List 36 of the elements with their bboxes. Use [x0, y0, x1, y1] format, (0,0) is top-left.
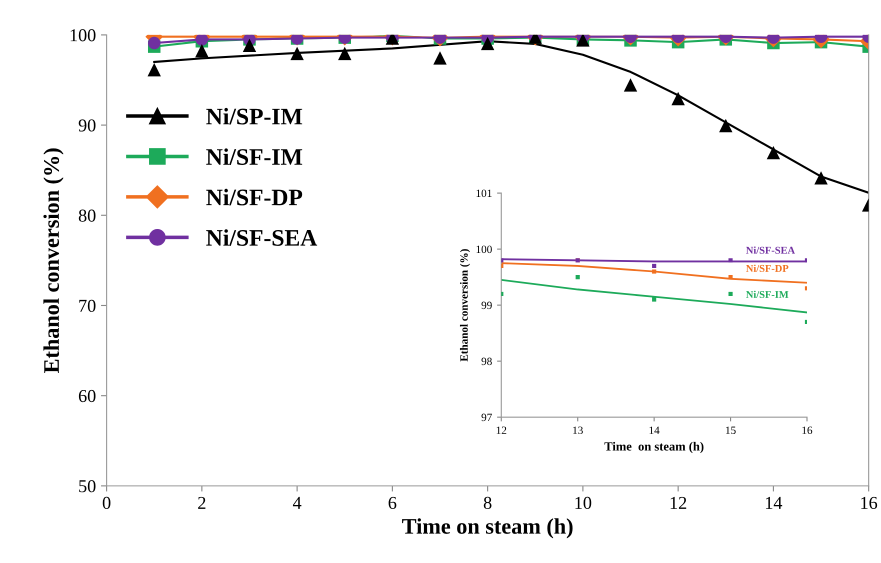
series-label: Ni/SF-DP: [746, 264, 788, 272]
y-tick-label: 100: [70, 29, 96, 42]
x-tick-label: 14: [766, 496, 782, 509]
y-tick-label: 97: [482, 414, 492, 422]
series-label: Ni/SF-SEA: [746, 246, 795, 254]
y-tick-label: 90: [78, 119, 96, 132]
series-label: Ni/SF-IM: [746, 290, 788, 298]
x-tick-label: 2: [198, 496, 206, 509]
legend-label: Ni/SF-IM: [206, 148, 302, 165]
x-tick-label: 12: [496, 426, 506, 434]
x-tick-label: 10: [575, 496, 592, 509]
x-tick-label: 14: [650, 426, 660, 434]
x-tick-label: 12: [670, 496, 686, 509]
y-tick-label: 98: [482, 358, 492, 366]
y-tick-label: 60: [78, 390, 96, 402]
legend-label: Ni/SF-DP: [206, 188, 302, 206]
x-tick-label: 16: [861, 496, 878, 509]
legend-label: Ni/SP-IM: [206, 108, 302, 125]
y-tick-label: 100: [476, 246, 492, 254]
x-tick-label: 6: [388, 496, 396, 509]
x-tick-label: 15: [726, 426, 736, 434]
x-tick-label: 0: [102, 496, 110, 509]
y-tick-label: 99: [482, 302, 492, 310]
y-tick-label: 80: [78, 210, 96, 222]
y-axis-title: Ethanol conversion (%): [460, 249, 470, 362]
x-tick-label: 4: [292, 496, 302, 509]
x-axis-title: Time on steam (h): [402, 518, 573, 538]
y-tick-label: 50: [79, 480, 96, 492]
x-tick-label: 8: [484, 496, 492, 509]
y-tick-label: 101: [476, 190, 492, 198]
y-tick-label: 70: [79, 300, 96, 312]
x-axis-title: Time on steam (h): [604, 442, 704, 454]
x-tick-label: 13: [573, 426, 583, 434]
x-tick-label: 16: [802, 426, 812, 434]
y-axis-title: Ethanol conversion (%): [43, 148, 64, 373]
legend-label: Ni/SF-SEA: [206, 229, 318, 246]
